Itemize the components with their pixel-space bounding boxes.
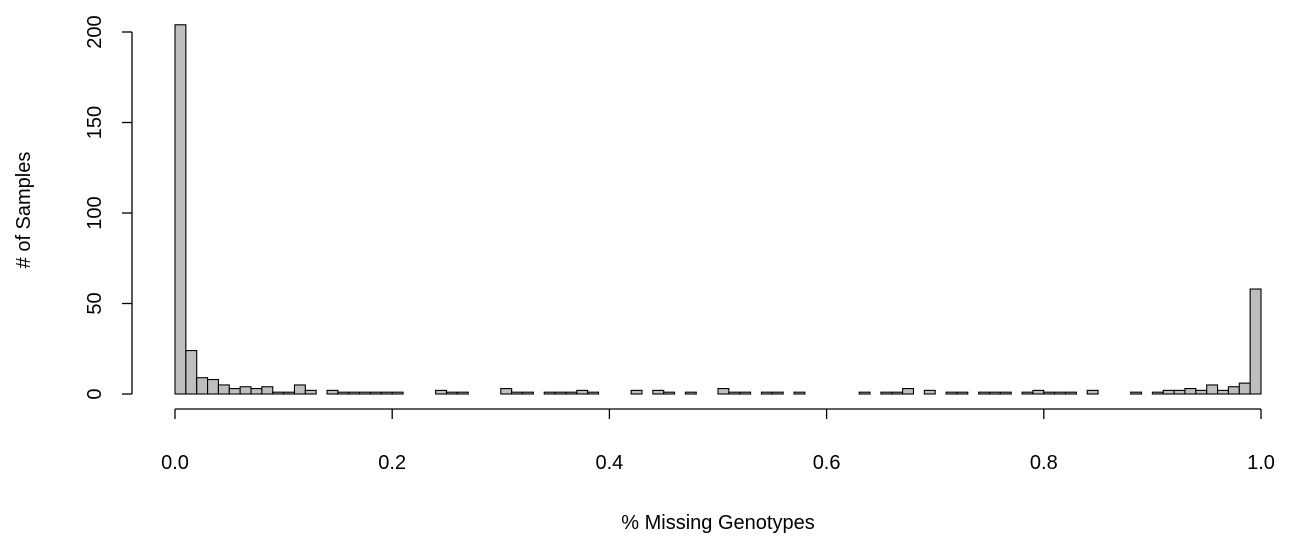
x-tick-label: 1.0 <box>1247 452 1275 474</box>
histogram-bar <box>555 392 566 394</box>
histogram-bar <box>1152 392 1163 394</box>
y-axis-title: # of Samples <box>13 152 35 269</box>
x-tick-label: 0.0 <box>161 452 189 474</box>
histogram-bar <box>740 392 751 394</box>
histogram-bar <box>501 389 512 394</box>
histogram-bar <box>1250 289 1261 394</box>
histogram-bar <box>892 392 903 394</box>
histogram-bar <box>349 392 360 394</box>
histogram-bar <box>370 392 381 394</box>
histogram-bar <box>1044 392 1055 394</box>
histogram-bar <box>1174 390 1185 394</box>
histogram-bar <box>794 392 805 394</box>
histogram-bar <box>957 392 968 394</box>
histogram-bar <box>990 392 1001 394</box>
histogram-bar <box>175 25 186 394</box>
histogram-bar <box>1066 392 1077 394</box>
histogram-bar <box>294 385 305 394</box>
x-tick-label: 0.8 <box>1030 452 1058 474</box>
histogram-bar <box>859 392 870 394</box>
histogram-bar <box>392 392 403 394</box>
histogram-bar <box>284 392 295 394</box>
histogram-bar <box>360 392 371 394</box>
histogram-bar <box>1218 390 1229 394</box>
histogram-bar <box>1239 383 1250 394</box>
histogram-bar <box>1207 385 1218 394</box>
histogram-bar <box>685 392 696 394</box>
histogram-bar <box>240 387 251 394</box>
histogram-bar <box>273 392 284 394</box>
x-tick-label: 0.6 <box>813 452 841 474</box>
histogram-bar <box>772 392 783 394</box>
y-tick-label: 150 <box>84 106 106 139</box>
x-axis: 0.0 0.2 0.4 0.6 0.8 1.0 <box>161 409 1275 474</box>
histogram-bar <box>761 392 772 394</box>
histogram-bar <box>208 380 219 394</box>
histogram-bar <box>251 389 262 394</box>
y-tick-label: 0 <box>84 388 106 399</box>
x-axis-title: % Missing Genotypes <box>621 512 814 534</box>
histogram-bar <box>566 392 577 394</box>
bars-group <box>175 25 1261 394</box>
histogram-bar <box>1196 390 1207 394</box>
histogram-bar <box>1087 390 1098 394</box>
histogram-bar <box>381 392 392 394</box>
x-tick-label: 0.4 <box>595 452 623 474</box>
histogram-bar <box>544 392 555 394</box>
histogram-bar <box>1033 390 1044 394</box>
histogram-bar <box>1131 392 1142 394</box>
histogram-bar <box>653 390 664 394</box>
histogram-bar <box>729 392 740 394</box>
histogram-bar <box>718 389 729 394</box>
x-tick-label: 0.2 <box>378 452 406 474</box>
y-axis: 0 50 100 150 200 <box>84 15 132 399</box>
histogram-bar <box>436 390 447 394</box>
histogram-bar <box>327 390 338 394</box>
histogram-bar <box>197 378 208 394</box>
histogram-bar <box>447 392 458 394</box>
histogram-bar <box>903 389 914 394</box>
histogram-bar <box>1055 392 1066 394</box>
histogram-bar <box>1228 387 1239 394</box>
y-tick-label: 200 <box>84 15 106 48</box>
y-tick-label: 50 <box>84 292 106 314</box>
histogram-bar <box>664 392 675 394</box>
histogram-bar <box>588 392 599 394</box>
y-tick-label: 100 <box>84 196 106 229</box>
histogram-bar <box>881 392 892 394</box>
histogram-bar <box>1022 392 1033 394</box>
histogram-bar <box>1163 390 1174 394</box>
histogram-bar <box>577 390 588 394</box>
histogram-bar <box>946 392 957 394</box>
histogram-bar <box>186 351 197 394</box>
histogram-bar <box>924 390 935 394</box>
histogram-bar <box>305 390 316 394</box>
histogram-bar <box>218 385 229 394</box>
histogram-bar <box>262 387 273 394</box>
histogram-bar <box>457 392 468 394</box>
histogram-bar <box>229 389 240 394</box>
histogram-bar <box>523 392 534 394</box>
histogram-bar <box>1185 389 1196 394</box>
histogram-bar <box>512 392 523 394</box>
histogram-bar <box>338 392 349 394</box>
histogram-bar <box>1000 392 1011 394</box>
histogram-bar <box>631 390 642 394</box>
histogram-bar <box>979 392 990 394</box>
